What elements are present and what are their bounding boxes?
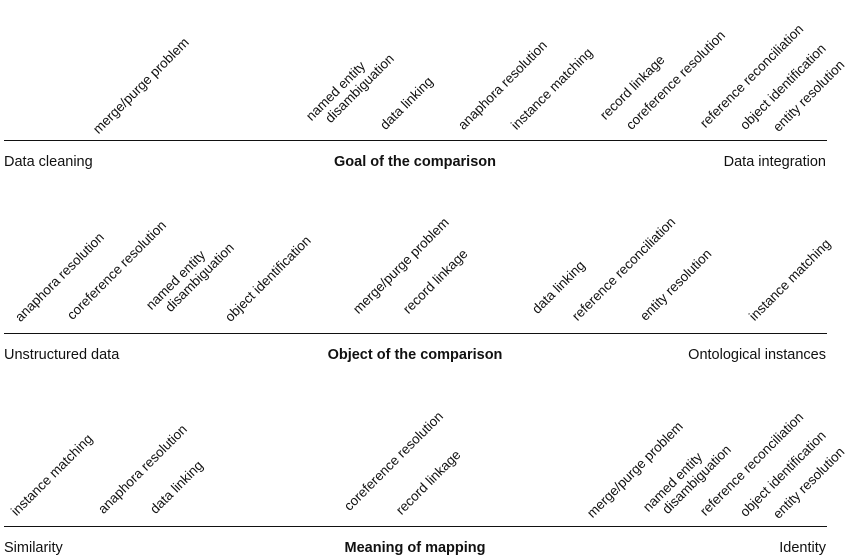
axis-line [4,333,827,334]
axis-title: Object of the comparison [327,347,503,363]
term-label: anaphora resolution [95,421,190,517]
axis-right-label: Data integration [723,154,826,170]
term-label: data linking [147,457,206,517]
axis-title: Goal of the comparison [334,154,496,170]
panel-object: anaphora resolution coreference resoluti… [4,214,834,363]
axis-right-label: Ontological instances [688,347,826,363]
term-label: coreference resolution [341,408,447,514]
axis-left-label: Unstructured data [4,347,120,363]
term-label: instance matching [8,431,96,519]
axis-line [4,140,827,141]
axis-right-label: Identity [779,540,826,556]
axis-left-label: Data cleaning [4,154,93,170]
axis-title: Meaning of mapping [344,540,486,556]
panel-goal: merge/purge problem named entity disambig… [0,0,850,180]
axis-line [4,526,827,527]
axis-left-label: Similarity [4,540,63,556]
